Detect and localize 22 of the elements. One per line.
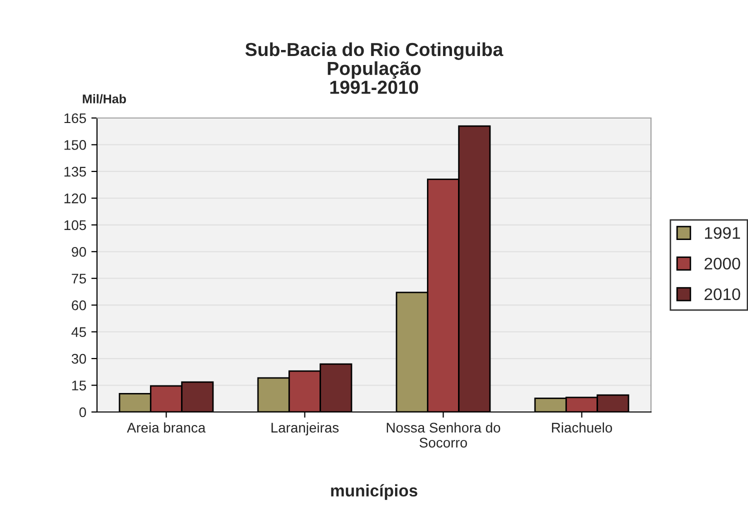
- x-tick-label: Areia branca: [126, 422, 206, 433]
- y-tick-label: 105: [64, 220, 86, 230]
- legend-label: 1991: [705, 227, 740, 239]
- chart-title: Sub-Bacia do Rio Cotinguiba População 1991-2010: [245, 42, 504, 94]
- legend-label: 2000: [704, 258, 740, 270]
- y-axis-title: Mil/Hab: [82, 94, 126, 104]
- y-tick-label: 30: [72, 354, 86, 364]
- y-tick-label: 150: [64, 140, 86, 150]
- legend-label: 2010: [704, 288, 740, 300]
- x-tick-label: Riachuelo: [552, 422, 612, 433]
- y-tick-label: 120: [64, 194, 86, 204]
- y-tick-label: 60: [72, 300, 86, 310]
- y-tick-label: 75: [72, 274, 86, 284]
- y-tick-label: 0: [79, 407, 86, 418]
- y-tick-label: 45: [71, 327, 86, 337]
- y-tick-label: 135: [64, 166, 86, 177]
- y-tick-label: 15: [72, 380, 86, 390]
- x-axis-title: municípios: [331, 484, 418, 500]
- x-tick-label: Nossa Senhora do Socorro: [386, 422, 500, 448]
- y-tick-label: 165: [64, 113, 86, 124]
- x-tick-label: Laranjeiras: [272, 422, 339, 436]
- y-tick-label: 90: [72, 246, 86, 257]
